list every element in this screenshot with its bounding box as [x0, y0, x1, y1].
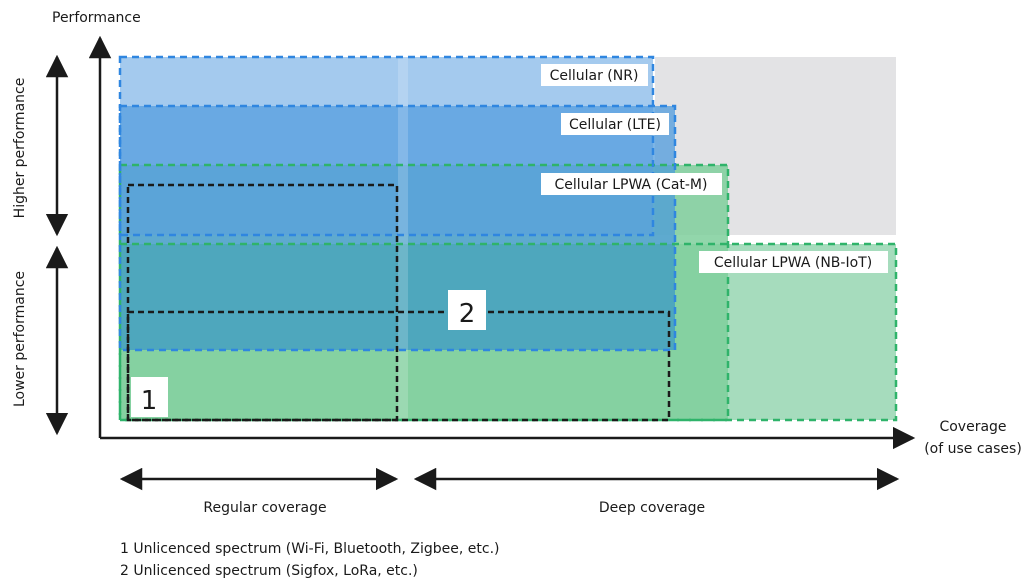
marker-2-bg [448, 290, 486, 330]
regular-coverage-label: Regular coverage [203, 500, 326, 516]
box-1 [126, 183, 399, 422]
nr-label: Cellular (NR) [550, 68, 639, 84]
nr-label-bg [541, 64, 648, 86]
marker-1-bg [131, 377, 168, 417]
footnote-2: 2 Unlicenced spectrum (Sigfox, LoRa, etc… [120, 563, 418, 579]
box-2 [126, 310, 671, 422]
nr-region [120, 57, 653, 235]
light-band [398, 57, 408, 420]
x-axis-title-2: (of use cases) [924, 441, 1022, 457]
marker-2: 2 [459, 299, 476, 329]
lower-performance-label: Lower performance [12, 271, 28, 407]
lte-label-bg [561, 113, 669, 135]
y-axis-title: Performance [52, 10, 141, 26]
nbiot-label-bg [699, 251, 888, 273]
catm-label-bg [541, 173, 722, 195]
lte-label: Cellular (LTE) [569, 117, 661, 133]
deep-coverage-label: Deep coverage [599, 500, 705, 516]
nr-border [118, 55, 655, 237]
higher-performance-label: Higher performance [12, 78, 28, 219]
x-axis-title-1: Coverage [939, 419, 1006, 435]
footnote-1: 1 Unlicenced spectrum (Wi-Fi, Bluetooth,… [120, 541, 500, 557]
marker-1: 1 [141, 386, 158, 416]
catm-label: Cellular LPWA (Cat-M) [555, 177, 708, 193]
nbiot-label: Cellular LPWA (NB-IoT) [714, 255, 872, 271]
